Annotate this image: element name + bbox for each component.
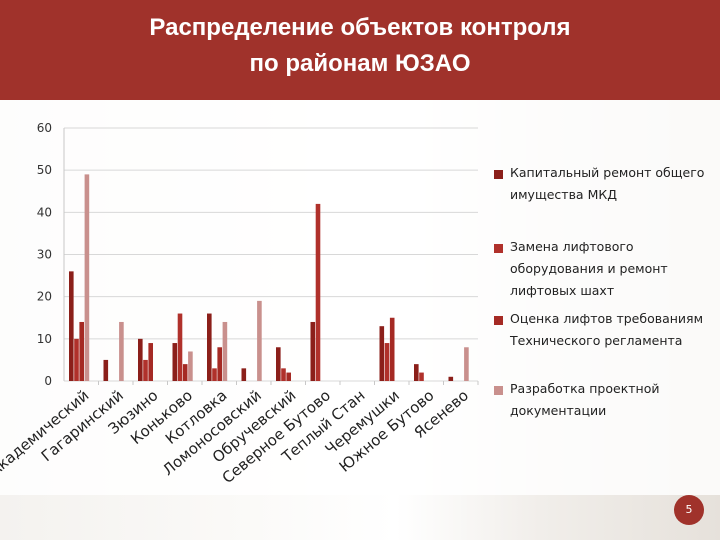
bar [310,321,316,381]
y-tick-label: 20 [37,290,52,304]
legend-swatch-capital-repair [494,170,503,179]
bar [207,313,212,381]
bar [84,174,90,381]
chart-panel [0,100,720,495]
bar [241,368,247,381]
bar [148,343,153,381]
bar [212,368,217,381]
legend-label-elevator-assessment: Оценка лифтов требованиям Технического р… [510,311,703,348]
bar [188,351,193,381]
bar [222,321,228,381]
bar [103,359,109,381]
bar [182,364,188,381]
bar [276,347,281,381]
bar [419,372,424,381]
legend-swatch-elevator-replacement [494,244,503,253]
legend-swatch-project-docs [494,386,503,395]
legend-item-elevator-assessment: Оценка лифтов требованиям Технического р… [494,311,714,352]
y-tick-label: 10 [37,332,52,346]
legend-item-elevator-replacement: Замена лифтового оборудования и ремонт л… [494,239,714,302]
legend-label-elevator-replacement: Замена лифтового оборудования и ремонт л… [510,239,668,298]
title-line-2: по районам ЮЗАО [249,50,471,77]
y-tick-label: 60 [37,121,52,135]
bar [79,321,84,381]
legend-label-capital-repair: Капитальный ремонт общего имущества МКД [510,165,705,202]
page-number-badge: 5 [674,495,704,525]
bar [257,300,262,381]
bar [384,343,390,381]
bar [177,313,183,381]
y-tick-label: 0 [44,374,52,388]
y-tick-label: 50 [37,163,52,177]
title-banner: Распределение объектов контроля по район… [0,0,720,100]
legend-swatch-elevator-assessment [494,316,503,325]
bar [74,338,79,381]
legend-item-capital-repair: Капитальный ремонт общего имущества МКД [494,165,714,206]
y-tick-label: 40 [37,205,52,219]
y-tick-label: 30 [37,248,52,262]
bar [69,271,74,381]
bar [464,347,469,381]
title-line-1: Распределение объектов контроля [149,14,571,41]
bar [172,343,178,381]
bar [119,321,124,381]
bar [143,359,148,381]
bar [138,338,143,381]
legend-label-project-docs: Разработка проектной документации [510,381,660,418]
bar [448,376,454,381]
bar [315,203,321,381]
slide-title: Распределение объектов контроля по район… [0,10,720,82]
bar [281,368,286,381]
bar [286,372,291,381]
bar [379,326,385,381]
legend-item-project-docs: Разработка проектной документации [494,381,714,422]
bar [414,364,419,381]
bar [217,347,222,381]
bar [389,317,395,381]
